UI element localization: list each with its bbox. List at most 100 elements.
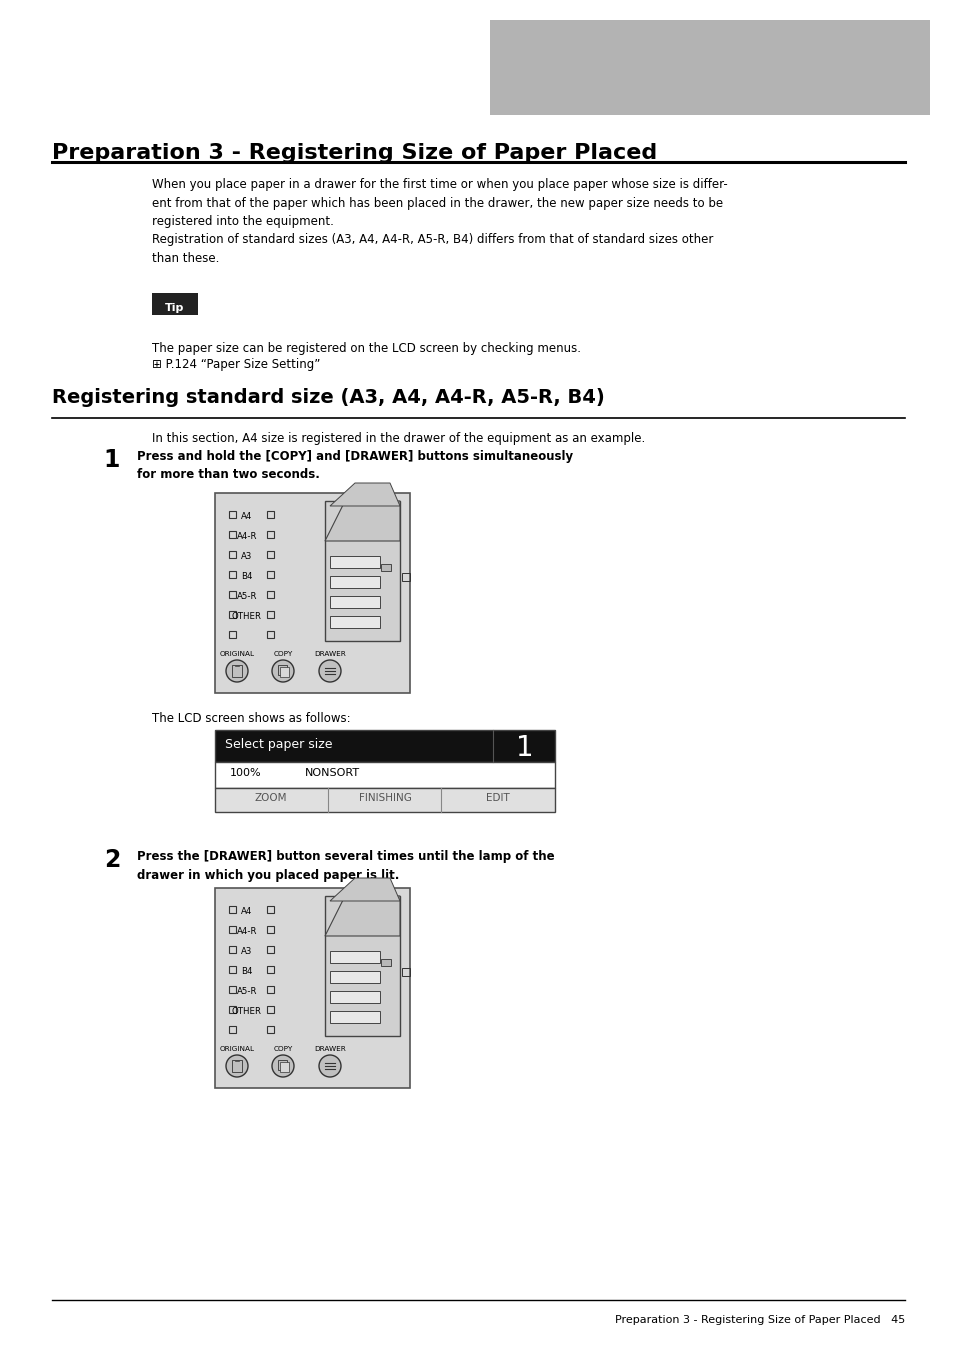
Bar	[214, 730, 555, 762]
Bar	[325, 896, 399, 1036]
Text: DRAWER: DRAWER	[314, 1046, 346, 1052]
Bar	[232, 665, 242, 677]
Bar	[380, 959, 391, 966]
Bar	[267, 1025, 274, 1034]
Text: B4: B4	[241, 571, 253, 581]
Bar	[267, 946, 274, 952]
Polygon shape	[325, 501, 399, 540]
Text: 2: 2	[104, 848, 120, 871]
Ellipse shape	[318, 1055, 340, 1077]
Text: Preparation 3 - Registering Size of Paper Placed   45: Preparation 3 - Registering Size of Pape…	[614, 1315, 904, 1325]
Bar	[214, 888, 410, 1088]
Text: COPY: COPY	[274, 651, 293, 657]
Text: B4: B4	[241, 967, 253, 975]
Bar	[330, 576, 379, 588]
Bar	[232, 1061, 242, 1071]
Bar	[330, 596, 379, 608]
Ellipse shape	[226, 661, 248, 682]
Text: ORIGINAL: ORIGINAL	[219, 1046, 254, 1052]
Text: ZOOM: ZOOM	[254, 793, 287, 802]
Text: Press and hold the [COPY] and [DRAWER] buttons simultaneously
for more than two : Press and hold the [COPY] and [DRAWER] b…	[137, 450, 573, 481]
Text: EDIT: EDIT	[486, 793, 509, 802]
Bar	[214, 788, 555, 812]
Text: Registering standard size (A3, A4, A4-R, A5-R, B4): Registering standard size (A3, A4, A4-R,…	[52, 388, 604, 407]
Text: COPY: COPY	[274, 1046, 293, 1052]
Ellipse shape	[226, 1055, 248, 1077]
Bar	[280, 667, 289, 677]
Text: A4-R: A4-R	[236, 532, 257, 540]
Ellipse shape	[272, 1055, 294, 1077]
Bar	[267, 531, 274, 538]
Text: 1: 1	[104, 449, 120, 471]
Text: A4: A4	[241, 512, 253, 521]
Bar	[280, 1062, 289, 1071]
Text: ⊞ P.124 “Paper Size Setting”: ⊞ P.124 “Paper Size Setting”	[152, 358, 320, 372]
Bar	[229, 531, 235, 538]
Text: NONSORT: NONSORT	[305, 767, 359, 778]
Bar	[229, 631, 235, 638]
Text: FINISHING: FINISHING	[358, 793, 411, 802]
Ellipse shape	[318, 661, 340, 682]
Bar	[267, 1006, 274, 1013]
Bar	[267, 590, 274, 598]
Bar	[277, 665, 287, 676]
Bar	[330, 616, 379, 628]
Text: The LCD screen shows as follows:: The LCD screen shows as follows:	[152, 712, 351, 725]
Bar	[267, 986, 274, 993]
Bar	[214, 493, 410, 693]
Bar	[229, 925, 235, 934]
Bar	[330, 971, 379, 984]
Bar	[401, 573, 410, 581]
Bar	[229, 946, 235, 952]
Bar	[330, 992, 379, 1002]
Bar	[229, 986, 235, 993]
Ellipse shape	[272, 661, 294, 682]
Text: 1: 1	[516, 734, 534, 762]
Polygon shape	[330, 484, 399, 507]
Text: Preparation 3 - Registering Size of Paper Placed: Preparation 3 - Registering Size of Pape…	[52, 143, 657, 163]
Text: A4-R: A4-R	[236, 927, 257, 936]
Bar	[267, 511, 274, 517]
Bar	[229, 1025, 235, 1034]
Polygon shape	[330, 878, 399, 901]
Bar	[152, 293, 198, 315]
Text: A3: A3	[241, 553, 253, 561]
Text: When you place paper in a drawer for the first time or when you place paper whos: When you place paper in a drawer for the…	[152, 178, 727, 265]
Bar	[490, 20, 929, 115]
Bar	[229, 551, 235, 558]
Text: OTHER: OTHER	[232, 1006, 262, 1016]
Bar	[277, 1061, 287, 1070]
Text: ORIGINAL: ORIGINAL	[219, 651, 254, 657]
Text: A5-R: A5-R	[236, 988, 257, 996]
Bar	[330, 951, 379, 963]
Bar	[330, 1011, 379, 1023]
Bar	[325, 501, 399, 640]
Text: Tip: Tip	[165, 303, 185, 313]
Bar	[229, 511, 235, 517]
Bar	[267, 611, 274, 617]
Bar	[267, 631, 274, 638]
Bar	[214, 762, 555, 788]
Bar	[229, 966, 235, 973]
Bar	[267, 551, 274, 558]
Bar	[267, 571, 274, 578]
Text: The paper size can be registered on the LCD screen by checking menus.: The paper size can be registered on the …	[152, 342, 580, 355]
Bar	[330, 557, 379, 567]
Text: DRAWER: DRAWER	[314, 651, 346, 657]
Bar	[229, 571, 235, 578]
Text: OTHER: OTHER	[232, 612, 262, 621]
Text: 100%: 100%	[230, 767, 261, 778]
Bar	[267, 966, 274, 973]
Bar	[229, 590, 235, 598]
Bar	[401, 969, 410, 975]
Bar	[229, 907, 235, 913]
Polygon shape	[325, 896, 399, 936]
Bar	[267, 907, 274, 913]
Bar	[380, 563, 391, 571]
Text: Press the [DRAWER] button several times until the lamp of the
drawer in which yo: Press the [DRAWER] button several times …	[137, 850, 554, 881]
Text: In this section, A4 size is registered in the drawer of the equipment as an exam: In this section, A4 size is registered i…	[152, 432, 644, 444]
Bar	[229, 1006, 235, 1013]
Text: Select paper size: Select paper size	[225, 738, 333, 751]
Bar	[267, 925, 274, 934]
Bar	[229, 611, 235, 617]
